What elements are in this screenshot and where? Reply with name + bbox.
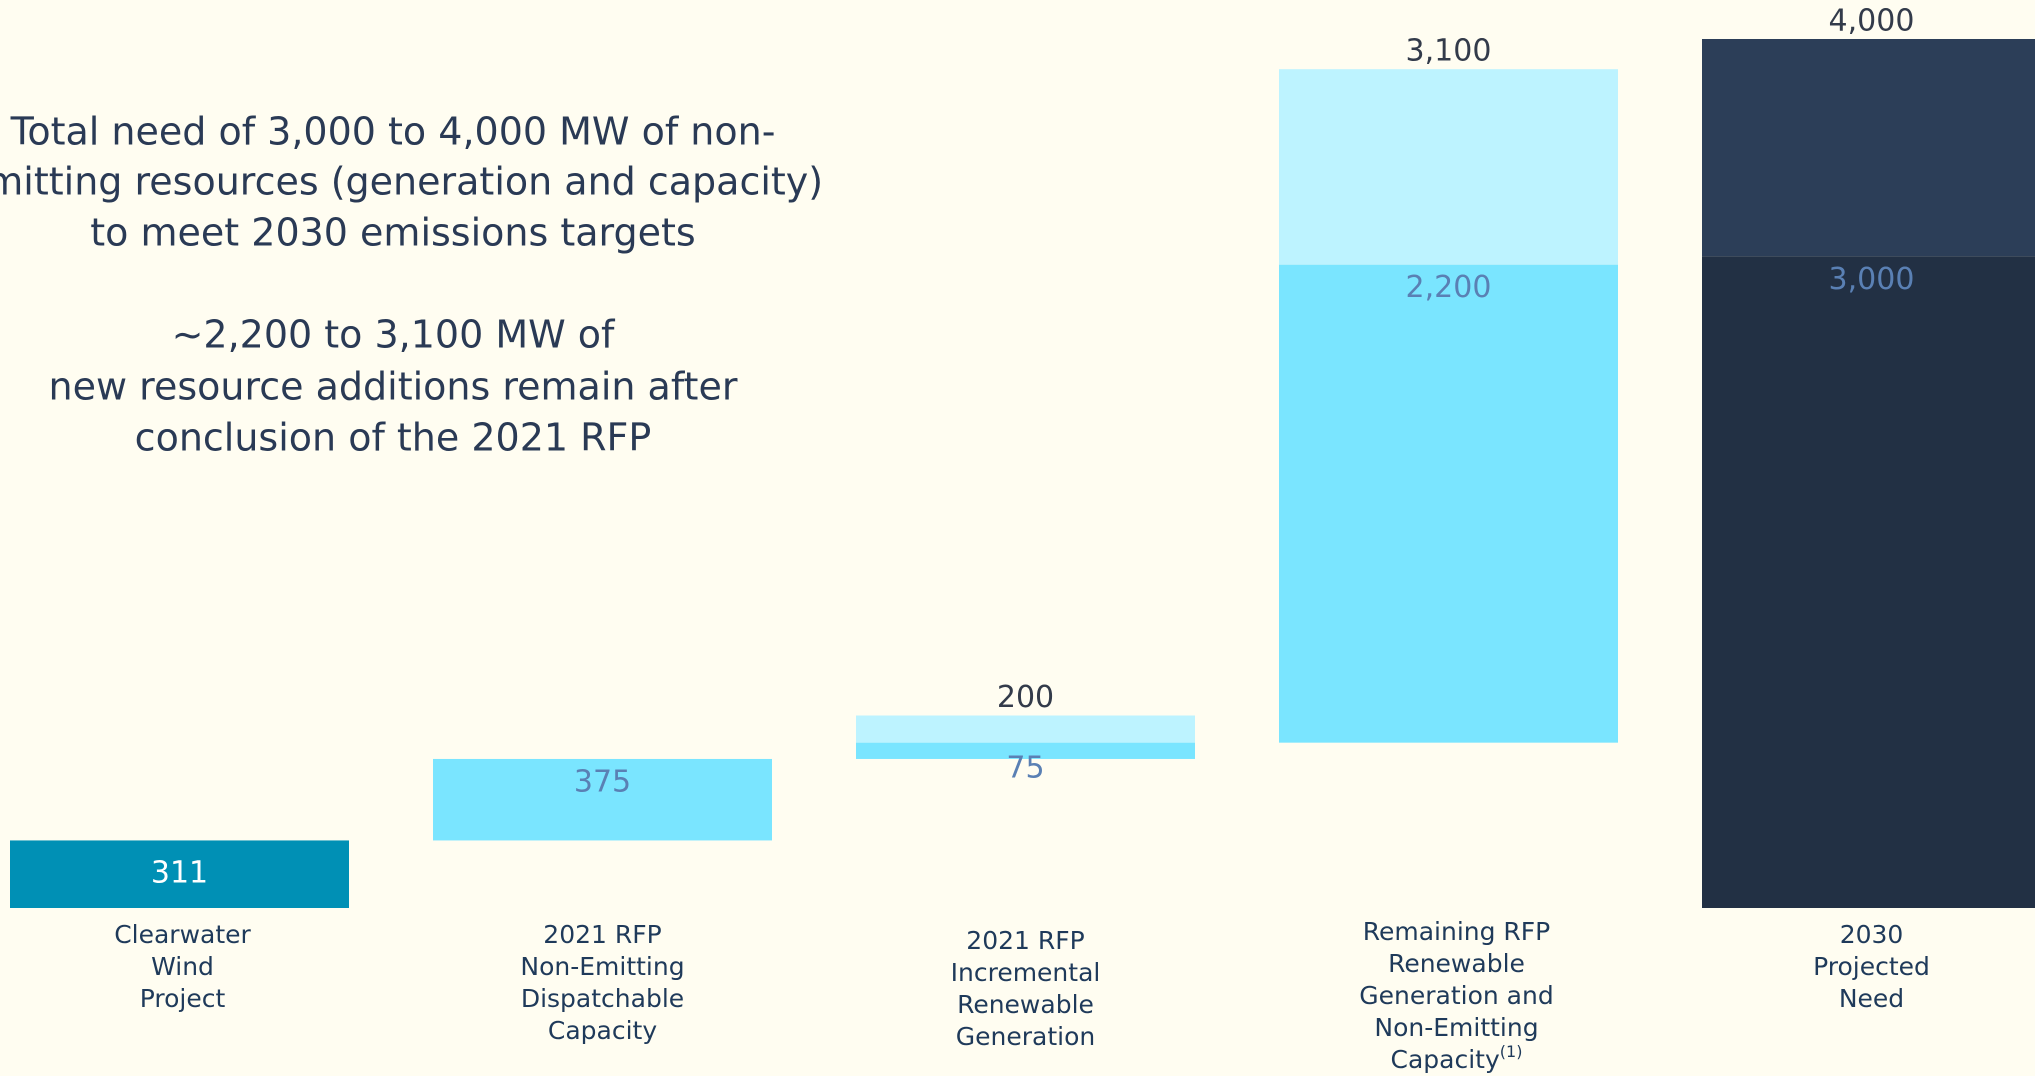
annotation-line: emitting resources (generation and capac… — [0, 160, 823, 204]
value-label: 311 — [151, 856, 208, 891]
bar — [1279, 264, 1618, 743]
bar — [856, 742, 1195, 759]
value-label: 375 — [574, 764, 631, 799]
category-label: Non-Emitting — [520, 952, 684, 981]
value-label: 75 — [1006, 750, 1044, 785]
category-label: Renewable — [1388, 949, 1525, 978]
category-label: Renewable — [957, 990, 1094, 1019]
category-label: Capacity — [548, 1016, 657, 1045]
bar — [1702, 256, 2035, 908]
category-label: Projected — [1813, 952, 1930, 981]
category-label: Need — [1839, 984, 1904, 1013]
footnote-marker: (1) — [1500, 1042, 1523, 1061]
category-label: Dispatchable — [521, 984, 684, 1013]
category-label: Project — [140, 984, 226, 1013]
category-label: Wind — [151, 952, 214, 981]
annotation-line: new resource additions remain after — [49, 365, 738, 409]
category-label: 2021 RFP — [543, 920, 661, 949]
category-label: Remaining RFP — [1363, 917, 1551, 946]
category-label: Generation — [956, 1022, 1095, 1051]
category-label: Capacity(1) — [1391, 1042, 1523, 1075]
bar-upper-segment — [1702, 39, 2035, 257]
upper-value-label: 200 — [997, 680, 1054, 715]
category-label: Generation and — [1359, 981, 1553, 1010]
annotation-line: conclusion of the 2021 RFP — [135, 416, 652, 460]
bar — [10, 840, 349, 908]
upper-value-label: 4,000 — [1829, 4, 1915, 39]
annotation-line: to meet 2030 emissions targets — [90, 211, 695, 255]
upper-value-label: 3,100 — [1406, 34, 1492, 69]
category-label: 2030 — [1840, 920, 1904, 949]
value-label: 2,200 — [1406, 270, 1492, 305]
category-label: Non-Emitting — [1374, 1013, 1538, 1042]
bar-upper-segment — [1279, 69, 1618, 265]
annotation-line: ~2,200 to 3,100 MW of — [172, 313, 616, 357]
bar-upper-segment — [856, 715, 1195, 743]
category-label: 2021 RFP — [966, 926, 1084, 955]
category-label: Clearwater — [114, 920, 251, 949]
value-label: 3,000 — [1829, 262, 1915, 297]
annotation-line: Total need of 3,000 to 4,000 MW of non- — [10, 110, 776, 154]
bar — [433, 758, 772, 841]
category-label: Incremental — [951, 958, 1101, 987]
